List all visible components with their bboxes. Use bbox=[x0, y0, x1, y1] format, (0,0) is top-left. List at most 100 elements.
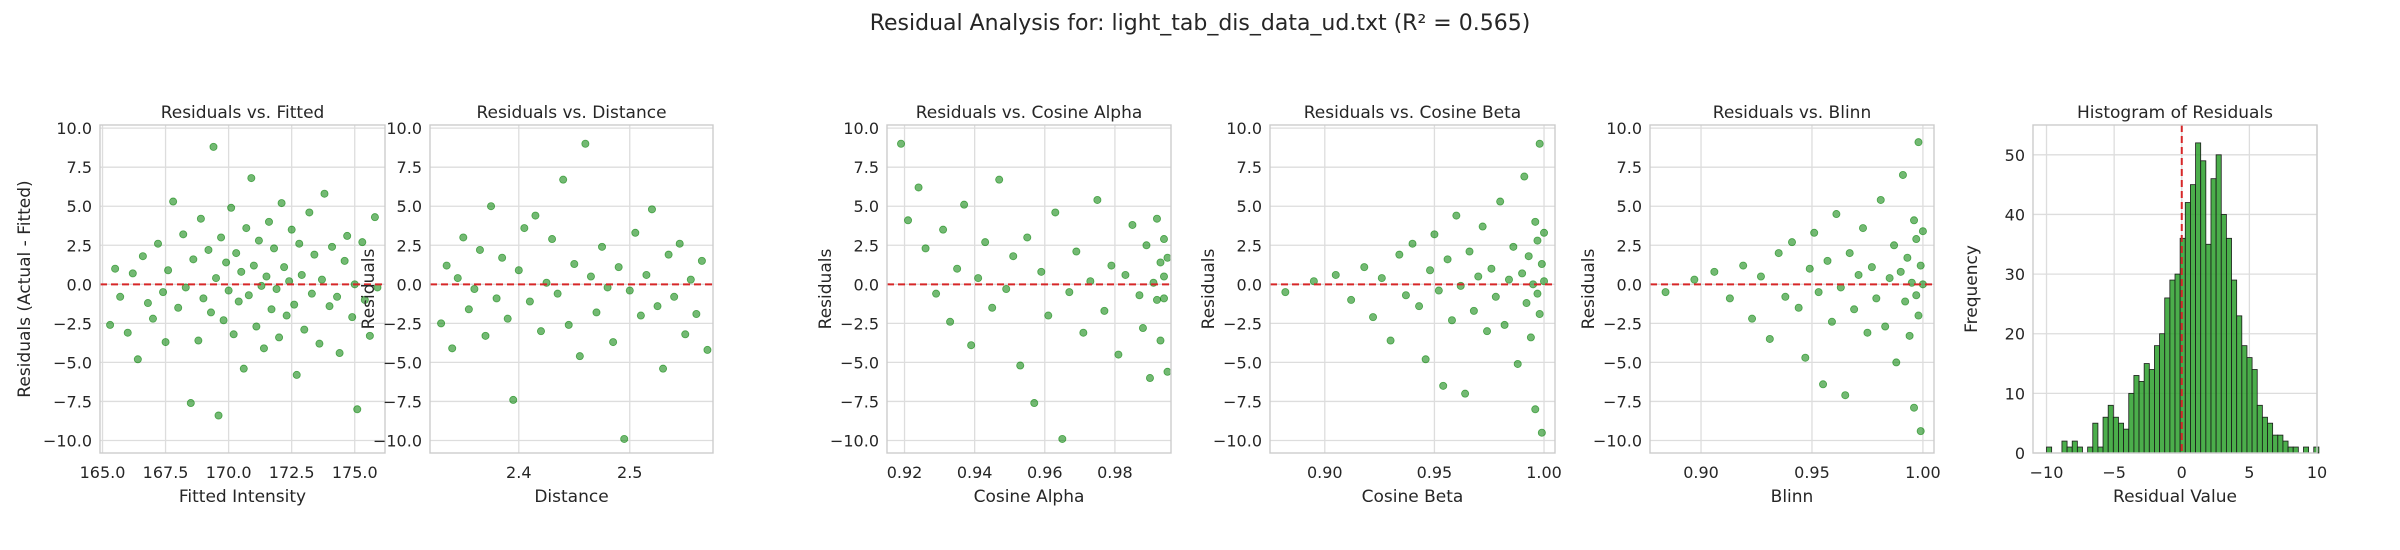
scatter-point bbox=[317, 275, 326, 284]
scatter-point bbox=[1814, 288, 1823, 297]
y-tick-label: 7.5 bbox=[1237, 158, 1262, 177]
histogram-bar bbox=[2066, 446, 2073, 454]
scatter-point bbox=[1478, 222, 1487, 231]
x-axis-label: Cosine Beta bbox=[1362, 487, 1464, 507]
scatter-point bbox=[1854, 270, 1863, 279]
scatter-point bbox=[1347, 295, 1356, 304]
scatter-point bbox=[686, 275, 695, 284]
scatter-point bbox=[181, 283, 190, 292]
y-tick-label: 10.0 bbox=[386, 119, 422, 138]
scatter-point bbox=[1898, 170, 1907, 179]
scatter-point bbox=[262, 272, 271, 281]
x-axis-label: Cosine Alpha bbox=[974, 487, 1085, 507]
scatter-point bbox=[939, 225, 948, 234]
scatter-point bbox=[1331, 270, 1340, 279]
y-tick-label: 2.5 bbox=[1617, 236, 1642, 255]
scatter-point bbox=[1896, 267, 1905, 276]
y-tick-label: 10.0 bbox=[1226, 119, 1262, 138]
plot-frame bbox=[429, 124, 714, 454]
y-tick-label: −7.5 bbox=[1603, 392, 1642, 411]
scatter-point bbox=[1281, 288, 1290, 297]
y-axis-label: Residuals (Actual - Fitted) bbox=[15, 180, 35, 397]
y-tick-label: 5.0 bbox=[1617, 197, 1642, 216]
chart-panel-5: −10.0 −7.5 −5.0 −2.5 0.0 2.5 5.0 7.5 10.0 0.90 0.9… bbox=[1579, 103, 1941, 507]
scatter-point bbox=[1152, 295, 1161, 304]
histogram-bar bbox=[2071, 440, 2078, 454]
scatter-point bbox=[1491, 292, 1500, 301]
histogram-bar bbox=[2107, 404, 2114, 454]
scatter-point bbox=[1537, 428, 1546, 437]
y-tick-label: −5.0 bbox=[1603, 353, 1642, 372]
scatter-point bbox=[189, 255, 198, 264]
y-tick-label: 0.0 bbox=[1617, 275, 1642, 294]
y-tick-label: −2.5 bbox=[383, 314, 422, 333]
y-tick-label: 2.5 bbox=[1237, 236, 1262, 255]
scatter-point bbox=[214, 411, 223, 420]
scatter-point bbox=[609, 338, 618, 347]
y-tick-label: −10.0 bbox=[1213, 432, 1262, 451]
y-tick-label: −10.0 bbox=[1593, 432, 1642, 451]
histogram-bar bbox=[2148, 369, 2155, 454]
histogram-bar bbox=[2092, 422, 2099, 454]
scatter-point bbox=[1912, 235, 1921, 244]
scatter-point bbox=[1439, 381, 1448, 390]
scatter-point bbox=[1526, 333, 1535, 342]
scatter-point bbox=[310, 250, 319, 259]
scatter-point bbox=[1309, 277, 1318, 286]
scatter-point bbox=[343, 231, 352, 240]
scatter-point bbox=[280, 263, 289, 272]
scatter-point bbox=[1058, 434, 1067, 443]
y-tick-label: −10.0 bbox=[830, 432, 879, 451]
scatter-point bbox=[448, 344, 457, 353]
y-tick-label: 7.5 bbox=[67, 158, 92, 177]
scatter-point bbox=[953, 264, 962, 273]
scatter-point bbox=[1881, 322, 1890, 331]
histogram-bar bbox=[2200, 160, 2207, 454]
x-axis-label: Distance bbox=[534, 487, 608, 507]
scatter-point bbox=[586, 272, 595, 281]
y-tick-label: −5.0 bbox=[53, 353, 92, 372]
x-tick-label: 2.4 bbox=[506, 463, 531, 482]
y-tick-label: −10.0 bbox=[373, 432, 422, 451]
scatter-point bbox=[111, 264, 120, 273]
scatter-point bbox=[1739, 261, 1748, 270]
scatter-point bbox=[1794, 303, 1803, 312]
scatter-point bbox=[459, 233, 468, 242]
scatter-point bbox=[1107, 261, 1116, 270]
scatter-point bbox=[1079, 328, 1088, 337]
scatter-point bbox=[481, 331, 490, 340]
scatter-point bbox=[217, 233, 226, 242]
histogram-bar bbox=[2282, 440, 2289, 454]
scatter-point bbox=[1159, 294, 1168, 303]
scatter-point bbox=[212, 274, 221, 283]
scatter-point bbox=[353, 405, 362, 414]
scatter-point bbox=[282, 311, 291, 320]
scatter-point bbox=[1386, 336, 1395, 345]
histogram-bar bbox=[2231, 279, 2238, 454]
histogram-bar bbox=[2303, 446, 2310, 454]
scatter-point bbox=[1037, 267, 1046, 276]
scatter-point bbox=[234, 297, 243, 306]
chart-panel-2: −10.0 −7.5 −5.0 −2.5 0.0 2.5 5.0 7.5 10.0 2.4 2.5 R… bbox=[359, 103, 714, 507]
scatter-point bbox=[1030, 399, 1039, 408]
x-tick-label: 1.00 bbox=[1526, 463, 1562, 482]
scatter-point bbox=[1156, 258, 1165, 267]
scatter-point bbox=[946, 317, 955, 326]
scatter-point bbox=[631, 228, 640, 237]
y-tick-label: 30 bbox=[2005, 265, 2025, 284]
scatter-point bbox=[1774, 249, 1783, 258]
plot-frame bbox=[1649, 124, 1935, 454]
scatter-point bbox=[1023, 233, 1032, 242]
scatter-point bbox=[1483, 327, 1492, 336]
scatter-point bbox=[1401, 291, 1410, 300]
scatter-point bbox=[128, 269, 137, 278]
scatter-point bbox=[647, 205, 656, 214]
scatter-point bbox=[1823, 256, 1832, 265]
scatter-point bbox=[659, 364, 668, 373]
scatter-point bbox=[1540, 277, 1549, 286]
scatter-point bbox=[592, 308, 601, 317]
scatter-point bbox=[348, 313, 357, 322]
scatter-point bbox=[636, 311, 645, 320]
scatter-point bbox=[199, 294, 208, 303]
scatter-point bbox=[531, 211, 540, 220]
